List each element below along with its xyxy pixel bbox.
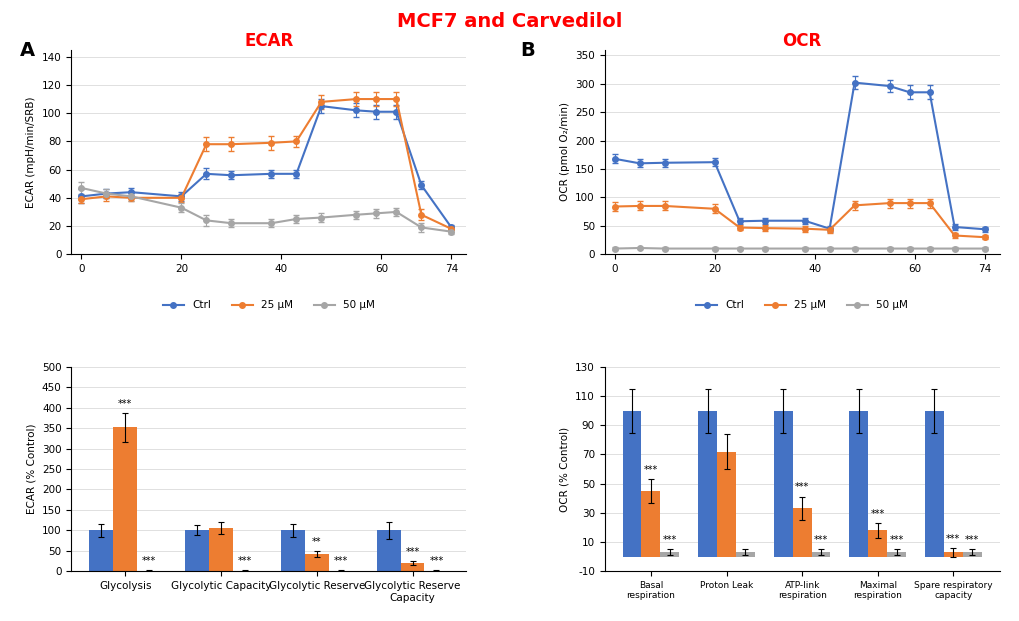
Text: ***: *** xyxy=(429,556,443,566)
Y-axis label: OCR (pmol O₂/min): OCR (pmol O₂/min) xyxy=(559,102,569,201)
Text: ***: *** xyxy=(946,533,960,543)
Bar xyxy=(792,509,811,556)
Text: B: B xyxy=(520,41,534,60)
Text: ***: *** xyxy=(333,556,347,566)
Bar xyxy=(280,530,305,571)
Legend: Ctrl, 25 μM, 50 μM: Ctrl, 25 μM, 50 μM xyxy=(691,296,911,315)
Text: ***: *** xyxy=(889,535,903,545)
Bar xyxy=(716,451,736,556)
Text: **: ** xyxy=(312,537,321,546)
Bar xyxy=(773,410,792,556)
Text: ***: *** xyxy=(870,509,883,519)
Text: ***: *** xyxy=(662,535,677,545)
Bar xyxy=(867,530,887,556)
Y-axis label: ECAR (% Control): ECAR (% Control) xyxy=(26,424,37,514)
Text: ***: *** xyxy=(405,547,419,557)
Bar xyxy=(924,410,943,556)
Bar xyxy=(659,552,679,556)
Bar xyxy=(697,410,716,556)
Legend: Ctrl, 25 μM, 50 μM: Ctrl, 25 μM, 50 μM xyxy=(159,296,379,315)
Bar xyxy=(376,530,400,571)
Bar xyxy=(811,552,829,556)
Bar xyxy=(641,491,659,556)
Bar xyxy=(622,410,641,556)
Text: A: A xyxy=(20,41,36,60)
Bar xyxy=(400,563,424,571)
Bar xyxy=(209,528,232,571)
Bar xyxy=(113,427,138,571)
Text: ***: *** xyxy=(118,399,132,409)
Bar xyxy=(736,552,754,556)
Bar xyxy=(849,410,867,556)
Text: ***: *** xyxy=(964,535,978,545)
Bar xyxy=(305,554,328,571)
Text: ***: *** xyxy=(237,556,252,566)
Y-axis label: ECAR (mpH/min/SRB): ECAR (mpH/min/SRB) xyxy=(26,96,37,207)
Y-axis label: OCR (% Control): OCR (% Control) xyxy=(559,427,569,512)
Bar xyxy=(184,530,209,571)
Bar xyxy=(943,552,962,556)
Text: MCF7 and Carvedilol: MCF7 and Carvedilol xyxy=(397,12,622,32)
Bar xyxy=(887,552,905,556)
Bar xyxy=(90,530,113,571)
Text: ***: *** xyxy=(794,483,808,492)
Title: ECAR: ECAR xyxy=(244,32,293,50)
Text: ***: *** xyxy=(813,535,827,545)
Title: OCR: OCR xyxy=(782,32,821,50)
Text: ***: *** xyxy=(643,465,657,475)
Text: ***: *** xyxy=(142,556,156,566)
Bar xyxy=(962,552,980,556)
